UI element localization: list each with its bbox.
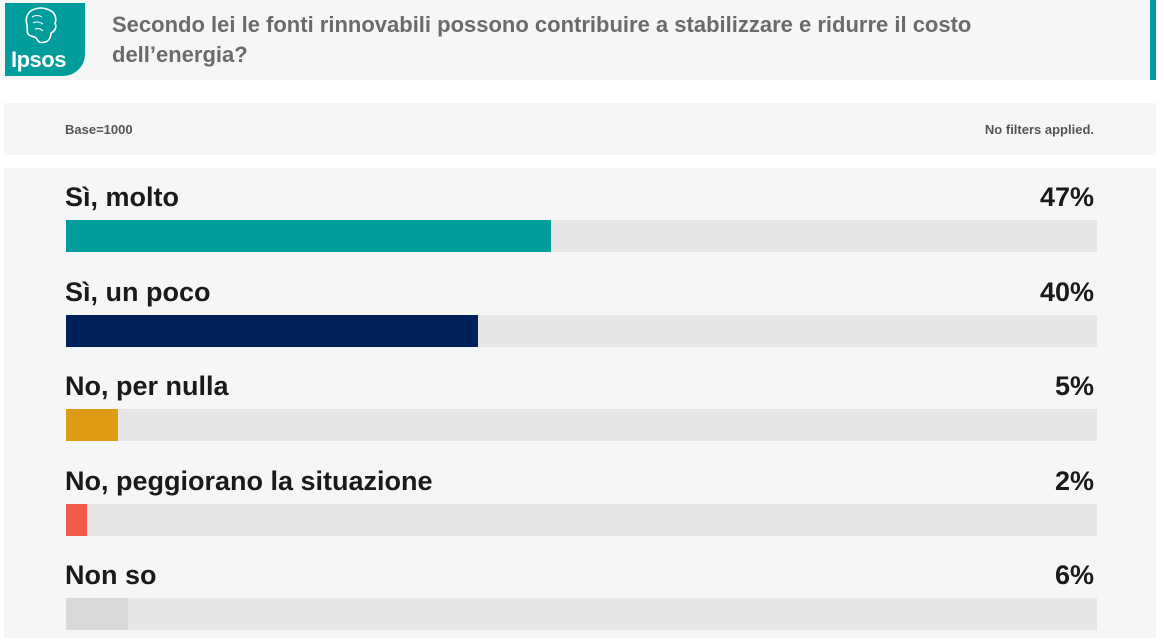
- bar-track: [66, 409, 1097, 441]
- result-row: No, peggiorano la situazione 2%: [4, 452, 1156, 546]
- category-label: Sì, molto: [65, 182, 179, 212]
- value-label: 47%: [1039, 182, 1094, 212]
- bar-track: [66, 503, 1097, 536]
- value-label: 2%: [1054, 465, 1094, 496]
- ipsos-logo-icon: [25, 7, 57, 44]
- result-row: Non so 6%: [4, 546, 1156, 640]
- bar-fill: [66, 220, 551, 252]
- base-size-label: Base=1000: [65, 122, 133, 137]
- category-label: Sì, un poco: [65, 276, 211, 307]
- result-row: No, per nulla 5%: [4, 357, 1156, 451]
- value-label: 6%: [1054, 560, 1094, 590]
- bar-track: [66, 314, 1097, 347]
- category-label: Non so: [65, 560, 157, 590]
- bar-fill: [66, 598, 128, 630]
- question-header: Ipsos Secondo lei le fonti rinnovabili p…: [0, 0, 1156, 80]
- base-info-bar: Base=1000 No filters applied.: [4, 103, 1156, 155]
- category-label: No, peggiorano la situazione: [65, 465, 433, 496]
- category-label: No, per nulla: [65, 371, 229, 401]
- ipsos-logo: Ipsos: [5, 3, 85, 76]
- value-label: 5%: [1054, 371, 1094, 401]
- bar-track: [66, 220, 1097, 252]
- logo-text: Ipsos: [11, 47, 66, 72]
- results-chart: Sì, molto 47% Sì, un poco 40% No, per nulla 5…: [4, 168, 1156, 638]
- bar-fill: [66, 314, 478, 347]
- result-row: Sì, un poco 40%: [4, 263, 1156, 357]
- filters-label: No filters applied.: [984, 122, 1094, 137]
- bar-track: [66, 598, 1097, 630]
- question-title: Secondo lei le fonti rinnovabili possono…: [112, 12, 972, 67]
- result-row: Sì, molto 47%: [4, 168, 1156, 262]
- value-label: 40%: [1039, 276, 1094, 307]
- bar-fill: [66, 409, 118, 441]
- bar-fill: [66, 503, 87, 536]
- header-accent-bar: [1150, 0, 1156, 80]
